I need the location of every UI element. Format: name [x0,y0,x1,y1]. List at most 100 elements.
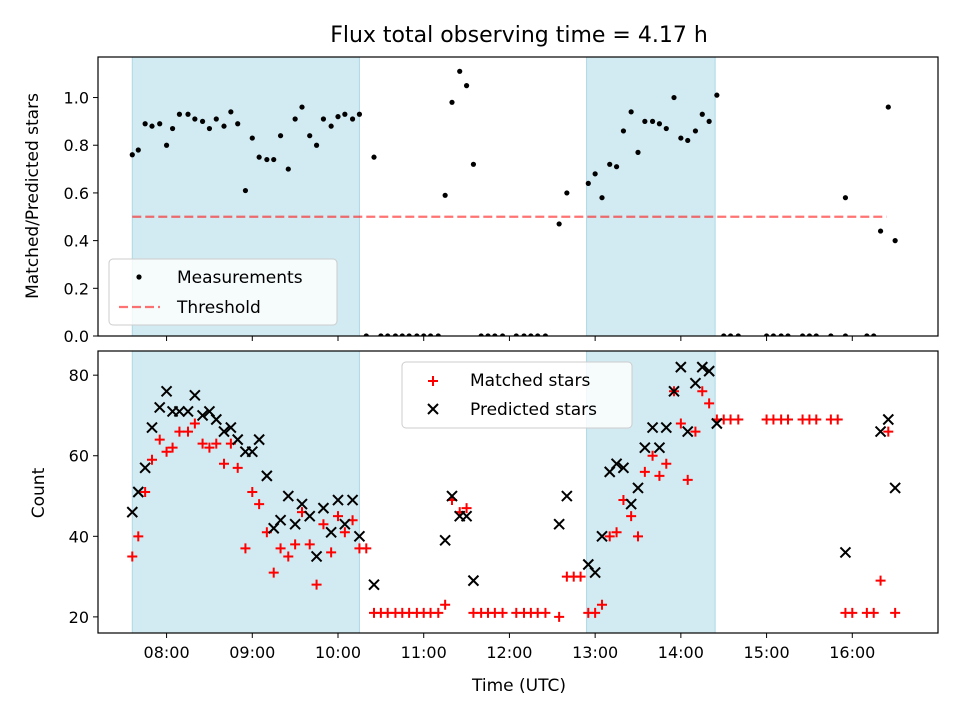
point-predicted-stars-12 [210,413,222,426]
point-predicted-stars-29 [332,494,344,506]
point-measurements-82 [763,333,770,336]
point-measurements-77 [706,118,712,124]
x-tick-label-1: 09:00 [229,643,275,662]
plot-area-bottom [126,361,901,622]
point-measurements-72 [671,94,677,101]
point-measurements-44 [442,192,448,198]
point-matched-stars-20 [268,567,279,578]
point-measurements-95 [885,104,891,110]
point-matched-stars-7 [174,426,185,437]
point-measurements-41 [421,333,427,336]
point-matched-stars-11 [204,442,215,453]
point-measurements-12 [213,116,219,122]
point-measurements-67 [635,149,641,155]
point-predicted-stars-42 [589,566,601,579]
point-matched-stars-16 [240,543,251,554]
point-predicted-stars-26 [310,550,323,563]
legend-bottom: Matched stars Predicted stars [401,361,633,429]
point-measurements-62 [599,195,605,201]
point-matched-stars-10 [197,438,208,449]
legend-top: Measurements Threshold [108,258,338,326]
legend-bottom-box [401,361,633,429]
point-measurements-5 [163,142,170,148]
point-matched-stars-70 [639,466,650,477]
point-measurements-0 [129,152,135,158]
point-matched-stars-90 [811,414,822,425]
point-measurements-88 [813,333,819,336]
point-matched-stars-76 [682,474,693,485]
point-measurements-27 [320,116,327,122]
point-predicted-stars-2 [139,462,151,474]
point-matched-stars-26 [311,579,322,590]
point-matched-stars-43 [433,607,444,618]
point-measurements-53 [513,333,519,336]
point-measurements-84 [778,333,784,336]
legend-marker-measurements [136,274,142,280]
point-measurements-51 [492,333,498,336]
point-measurements-70 [656,121,663,127]
point-predicted-stars-8 [182,405,194,418]
point-predicted-stars-15 [232,433,244,446]
point-measurements-50 [485,333,491,336]
point-matched-stars-27 [318,519,329,530]
point-matched-stars-22 [283,551,294,562]
point-predicted-stars-49 [639,441,651,454]
point-matched-stars-92 [832,414,843,425]
point-measurements-56 [535,333,541,336]
y-tick-label-top-0: 0.0 [64,327,89,346]
point-measurements-9 [192,116,198,122]
point-matched-stars-47 [461,503,472,514]
x-tick-label-6: 14:00 [658,643,704,662]
point-measurements-16 [242,187,249,194]
point-measurements-31 [349,116,356,122]
point-measurements-21 [277,133,284,139]
point-measurements-92 [864,333,870,336]
point-measurements-96 [892,238,898,244]
point-predicted-stars-39 [553,518,565,530]
point-measurements-81 [735,333,741,336]
point-matched-stars-66 [611,527,622,538]
point-matched-stars-0 [127,551,138,562]
point-predicted-stars-23 [289,518,301,530]
point-measurements-32 [356,111,363,117]
point-predicted-stars-34 [439,534,451,547]
point-measurements-26 [313,142,320,148]
x-tick-label-5: 13:00 [572,643,618,662]
point-matched-stars-64 [597,599,607,610]
point-measurements-25 [307,133,313,139]
point-measurements-35 [378,333,384,336]
point-measurements-78 [714,92,720,98]
point-matched-stars-1 [133,531,144,542]
point-matched-stars-18 [254,499,265,510]
point-measurements-94 [877,228,884,234]
point-measurements-38 [399,333,405,336]
point-matched-stars-33 [361,543,372,554]
plot-area-top [129,68,898,336]
point-predicted-stars-43 [596,530,608,543]
point-matched-stars-52 [497,607,508,618]
point-predicted-stars-57 [696,361,708,373]
point-measurements-34 [371,154,377,160]
x-tick-label-2: 10:00 [315,643,361,662]
point-measurements-65 [620,128,627,134]
point-matched-stars-17 [247,487,258,497]
point-measurements-48 [470,161,477,167]
point-matched-stars-72 [654,470,665,481]
point-measurements-11 [206,125,213,132]
point-measurements-87 [806,333,813,336]
shaded-span-bottom-0 [131,350,360,634]
point-matched-stars-79 [704,398,715,409]
y-tick-label-top-3: 0.6 [64,184,89,203]
point-measurements-30 [342,111,348,117]
y-tick-label-bottom-3: 80 [69,366,89,385]
point-measurements-55 [528,333,534,336]
point-matched-stars-97 [875,575,886,586]
point-measurements-1 [135,147,141,153]
point-predicted-stars-17 [246,446,258,458]
point-predicted-stars-14 [225,421,237,434]
point-predicted-stars-5 [160,385,173,397]
point-matched-stars-96 [868,607,879,618]
point-matched-stars-44 [440,599,451,610]
point-predicted-stars-0 [126,506,138,518]
y-tick-label-bottom-2: 60 [69,447,89,466]
